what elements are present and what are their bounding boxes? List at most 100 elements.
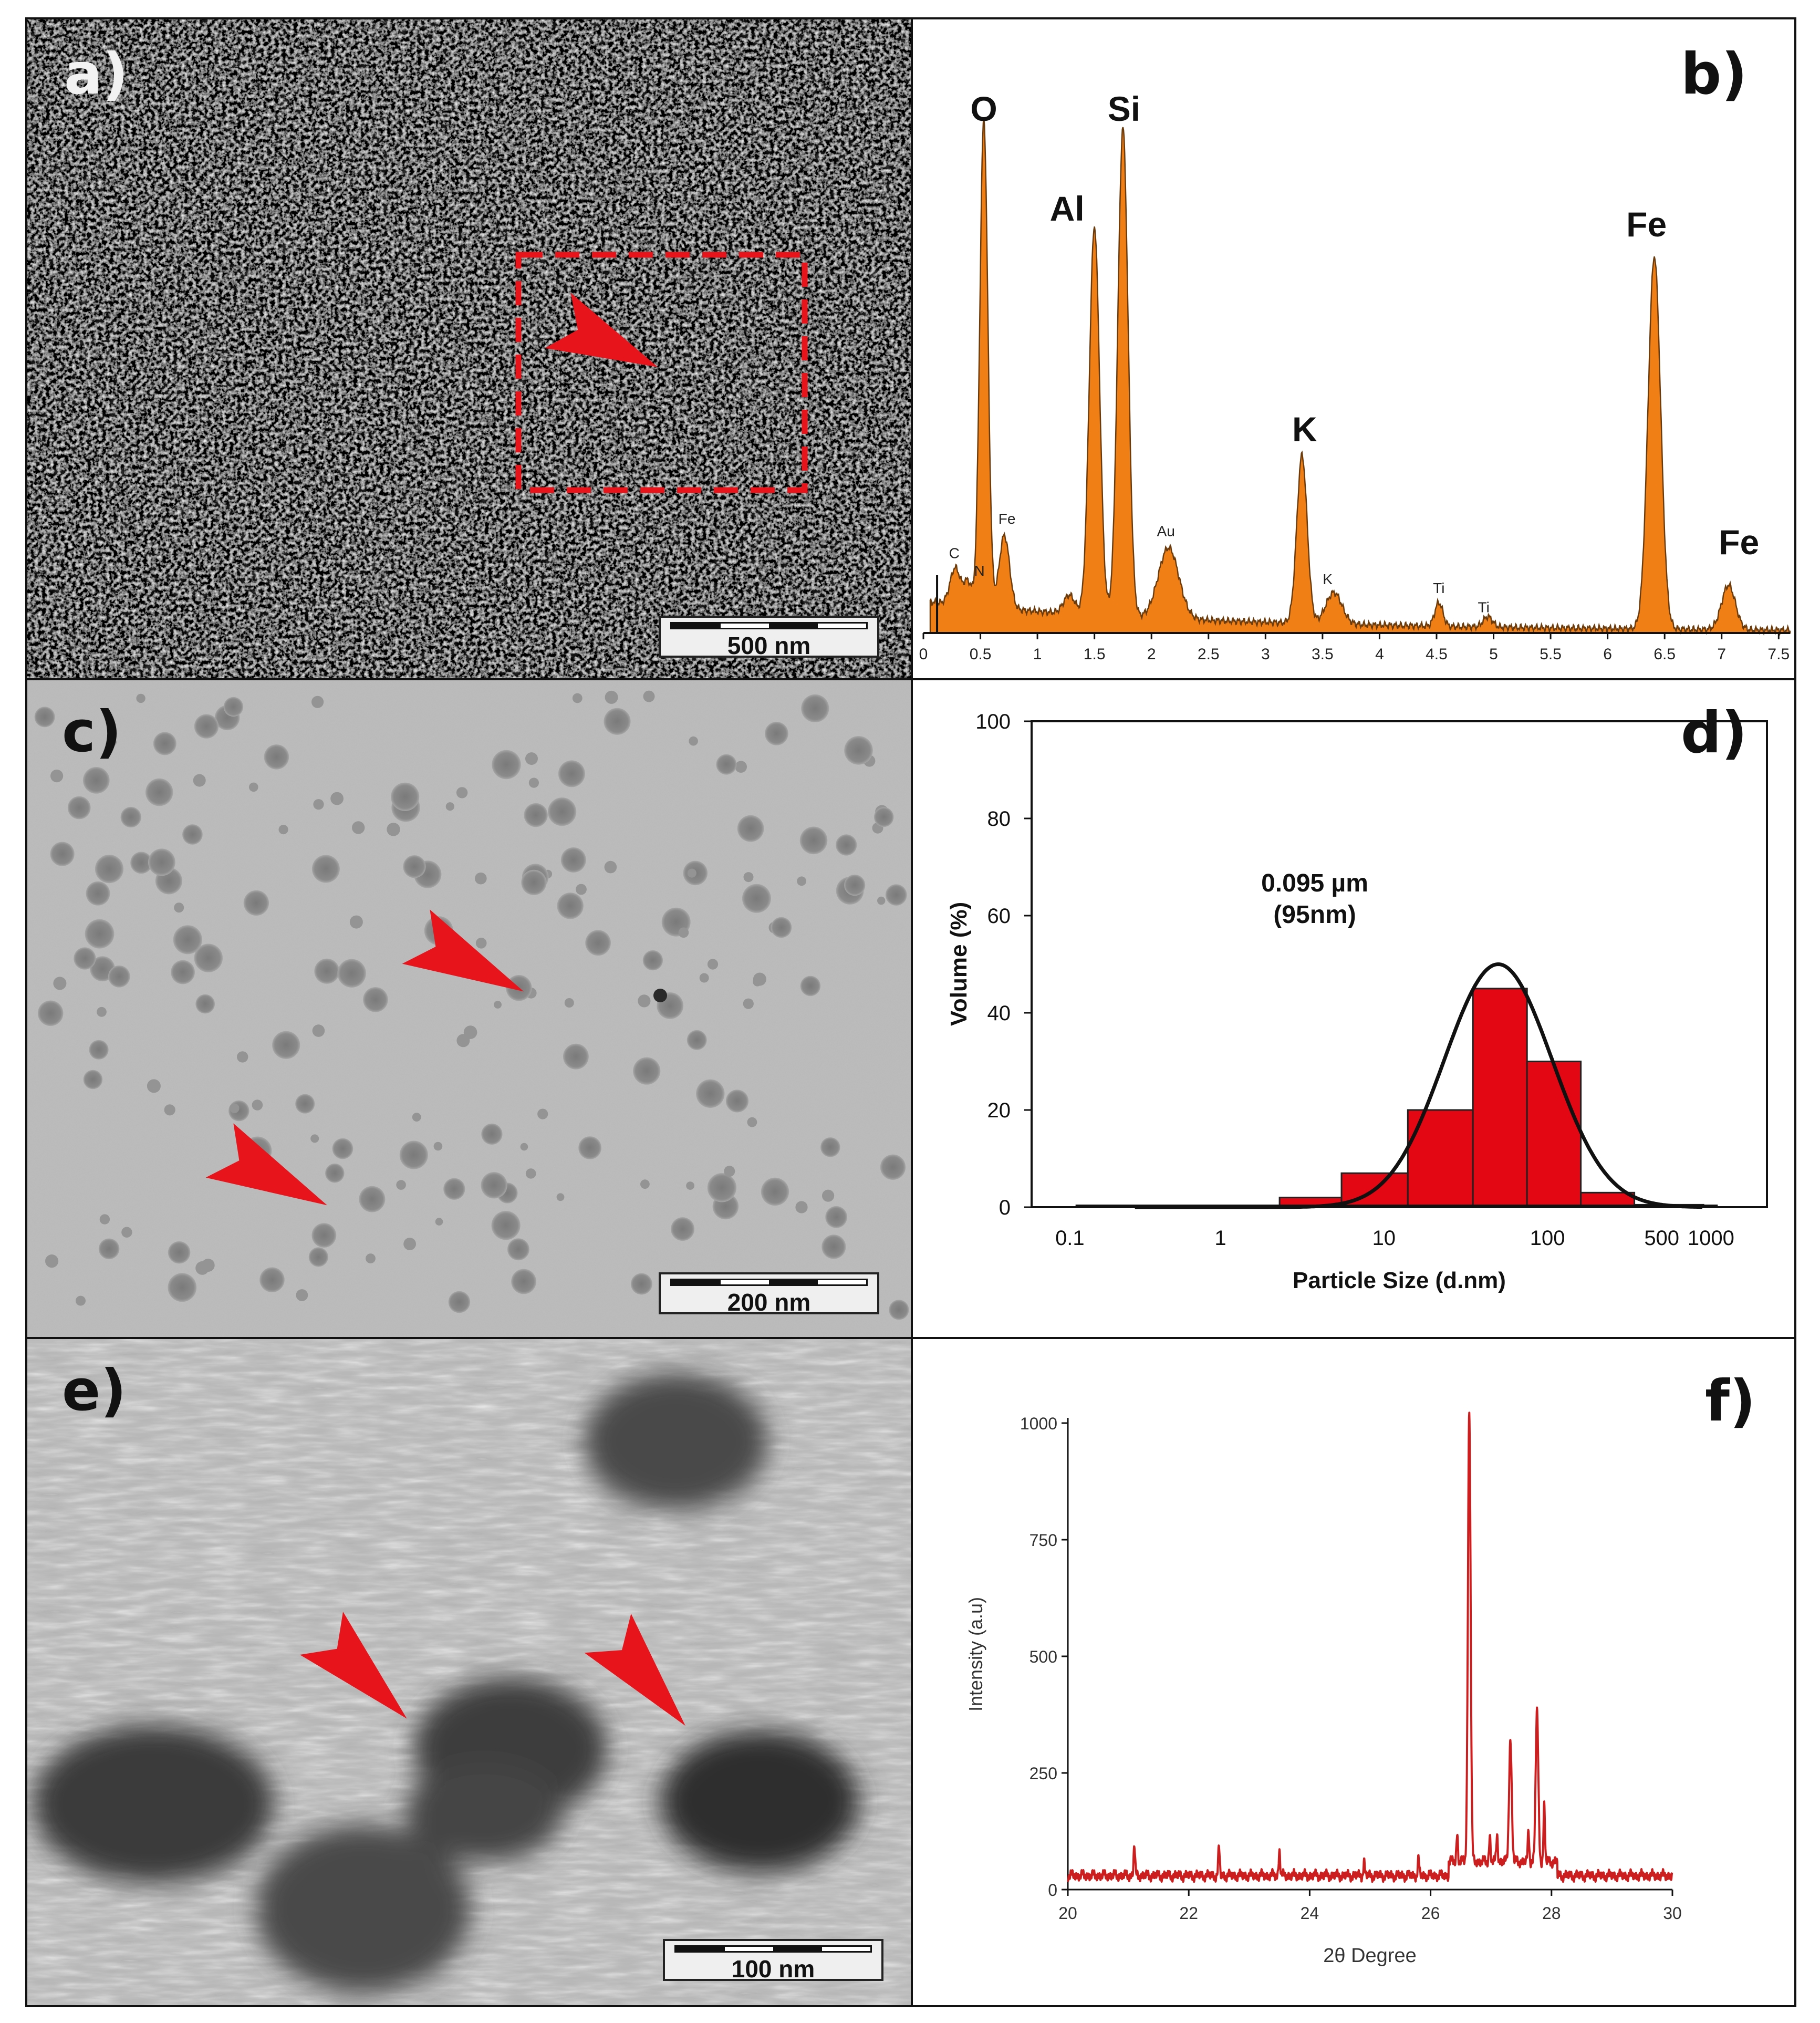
- scale-bar-label: 200 nm: [727, 1289, 811, 1316]
- minor-peak-label: N: [974, 563, 985, 579]
- nanoparticle: [223, 697, 244, 717]
- nanoparticle: [108, 965, 130, 988]
- nanoparticle: [799, 826, 828, 855]
- x-tick-label: 7: [1717, 646, 1726, 663]
- nanoparticle: [578, 1136, 601, 1159]
- nanoparticle: [548, 797, 577, 826]
- nanoparticle: [800, 976, 821, 997]
- nanoparticle: [387, 823, 400, 836]
- nanoparticle: [707, 1173, 737, 1202]
- y-axis-label: Intensity (a.u): [965, 1597, 986, 1711]
- nanoparticle: [724, 1166, 735, 1177]
- nanoparticle: [148, 848, 175, 876]
- nanoparticle: [507, 1238, 529, 1261]
- x-tick-label: 28: [1542, 1904, 1561, 1923]
- nanoparticle: [332, 1138, 353, 1159]
- nanoparticle: [585, 930, 611, 956]
- nanoparticle: [98, 1238, 120, 1260]
- nanoparticle: [844, 736, 873, 765]
- nanoparticle: [735, 761, 747, 773]
- nanoparticle: [359, 1186, 386, 1212]
- nanoparticle: [524, 803, 548, 827]
- nanoparticle: [310, 1134, 319, 1143]
- minor-peak-label: K: [1323, 571, 1333, 587]
- nanoparticle: [877, 896, 886, 905]
- x-tick-label: 5.5: [1540, 646, 1562, 663]
- x-tick-label: 24: [1301, 1904, 1319, 1923]
- nanoparticle: [820, 1137, 840, 1157]
- nanoparticle: [193, 774, 206, 787]
- nanoparticle: [412, 1113, 421, 1122]
- nanoparticle: [391, 782, 420, 811]
- nanoparticle-blobs: [33, 1373, 860, 1993]
- nanoparticle: [182, 824, 203, 845]
- nanoparticle: [83, 1070, 103, 1090]
- nanoparticle: [873, 807, 894, 827]
- nanoparticle: [771, 917, 792, 938]
- nanoparticle: [50, 842, 75, 866]
- nanoparticle: [491, 1211, 521, 1240]
- nanoparticle: [164, 1104, 175, 1116]
- nanoparticle: [120, 806, 141, 828]
- major-peak-label: K: [1292, 410, 1317, 449]
- nanoparticle: [560, 847, 586, 873]
- nanoparticle: [557, 893, 584, 919]
- nanoparticle: [880, 1154, 906, 1180]
- nanoparticle: [136, 693, 145, 703]
- nanoparticle: [821, 1234, 846, 1259]
- nanoparticle: [308, 1247, 328, 1267]
- nanoparticle: [699, 973, 709, 983]
- x-tick-label: 4: [1375, 646, 1384, 663]
- nanoparticle: [443, 1178, 465, 1200]
- nanoparticle: [174, 902, 184, 913]
- pointer-arrow: [402, 909, 524, 992]
- nanoparticle: [725, 1090, 749, 1113]
- nanoparticle: [494, 1001, 502, 1009]
- nanoparticle: [249, 782, 258, 792]
- nanoparticle: [311, 696, 324, 708]
- nanoparticle: [97, 1007, 107, 1017]
- nanoparticle: [481, 1172, 507, 1199]
- nanoparticle: [243, 890, 269, 916]
- nanoparticle: [396, 1180, 406, 1190]
- x-tick-label: 6.5: [1653, 646, 1676, 663]
- nanoparticle: [363, 987, 388, 1012]
- x-tick-label: 2: [1147, 646, 1156, 663]
- nanoparticle: [278, 825, 288, 835]
- nanoparticle: [822, 1189, 835, 1202]
- nanoparticle: [147, 1079, 161, 1093]
- nanoparticle: [765, 722, 788, 745]
- y-tick-label: 500: [1029, 1647, 1057, 1666]
- nanoparticle: [399, 1140, 428, 1169]
- x-tick-label: 1: [1214, 1227, 1226, 1250]
- nanoparticle: [556, 1193, 565, 1201]
- nanoparticle: [403, 855, 426, 878]
- histogram-bar: [1472, 988, 1528, 1208]
- nanoparticle: [576, 884, 587, 895]
- nanoparticle: [638, 994, 651, 1008]
- x-tick-label: 10: [1372, 1227, 1396, 1250]
- y-tick-label: 80: [987, 807, 1011, 831]
- nanoparticle: [195, 994, 215, 1014]
- nanoparticle: [564, 998, 574, 1008]
- panel-label: f): [1705, 1368, 1756, 1434]
- nanoparticle: [435, 1218, 443, 1226]
- nanoparticle: [173, 925, 202, 955]
- nanoparticle: [707, 959, 719, 970]
- x-tick-label: 3.5: [1312, 646, 1334, 663]
- nanoparticle: [45, 1254, 59, 1268]
- nanoparticle: [366, 1253, 376, 1263]
- nanoparticle: [67, 796, 91, 819]
- nanoparticle: [525, 1168, 536, 1179]
- nanoparticle: [53, 977, 67, 990]
- nanoparticle: [195, 1261, 209, 1275]
- nanoparticle: [230, 1103, 240, 1113]
- y-tick-label: 20: [987, 1099, 1011, 1122]
- nanoparticle: [109, 738, 117, 746]
- nanoparticle: [237, 1051, 248, 1063]
- nanoparticle: [475, 938, 487, 949]
- sem-micrograph: [27, 19, 911, 678]
- nanoparticle: [349, 915, 363, 929]
- x-tick-label: 30: [1663, 1904, 1682, 1923]
- nanoparticle: [295, 1094, 315, 1114]
